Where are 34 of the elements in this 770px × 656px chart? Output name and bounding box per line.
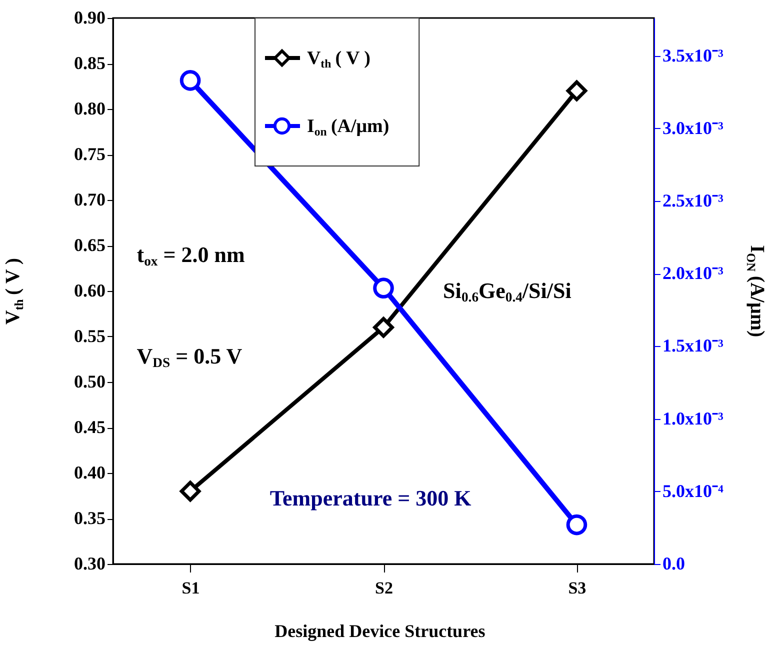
- x-tick-label: S3: [568, 578, 586, 598]
- y-tick-label: 0.80: [74, 98, 106, 118]
- point: [373, 316, 394, 338]
- point: [373, 278, 394, 298]
- point: [180, 480, 201, 502]
- y-tick-label: 0.45: [74, 417, 106, 437]
- y2-tick-label: 2.5x10⁻³: [662, 190, 724, 210]
- y-tick-label: 0.85: [74, 53, 106, 73]
- x-axis-title: Designed Device Structures: [274, 621, 486, 641]
- y2-tick-label: 3.0x10⁻³: [662, 118, 724, 138]
- y-tick-label: 0.90: [74, 8, 106, 28]
- y-tick-label: 0.70: [74, 190, 106, 210]
- point: [566, 80, 588, 102]
- y2-tick-label: 3.5x10⁻³: [662, 45, 724, 66]
- y-axis-title: Vth ( V ): [2, 258, 26, 325]
- y-tick-label: 0.35: [74, 508, 106, 528]
- y-tick-label: 0.40: [74, 462, 106, 482]
- y-tick-label: 0.75: [74, 144, 106, 164]
- y2-tick-label: 1.0x10⁻³: [662, 408, 724, 428]
- y2-axis-title: ION (A/μm): [744, 245, 768, 338]
- x-tick-label: S2: [375, 578, 393, 598]
- y-tick-label: 0.30: [74, 554, 106, 574]
- y-tick-label: 0.50: [74, 372, 106, 392]
- y2-tick-label: 2.0x10⁻³: [662, 263, 724, 284]
- y-tick-label: 0.55: [74, 326, 106, 346]
- x-tick-label: S1: [182, 578, 200, 598]
- point: [180, 70, 201, 91]
- y2-tick-label: 5.0x10⁻⁴: [662, 480, 724, 501]
- y2-tick-label: 0.0: [662, 554, 685, 574]
- point: [566, 514, 588, 536]
- y2-tick-label: 1.5x10⁻³: [662, 336, 724, 356]
- y-tick-label: 0.60: [74, 280, 106, 300]
- y-tick-label: 0.65: [74, 235, 106, 255]
- annotation: Temperature = 300 K: [270, 485, 472, 510]
